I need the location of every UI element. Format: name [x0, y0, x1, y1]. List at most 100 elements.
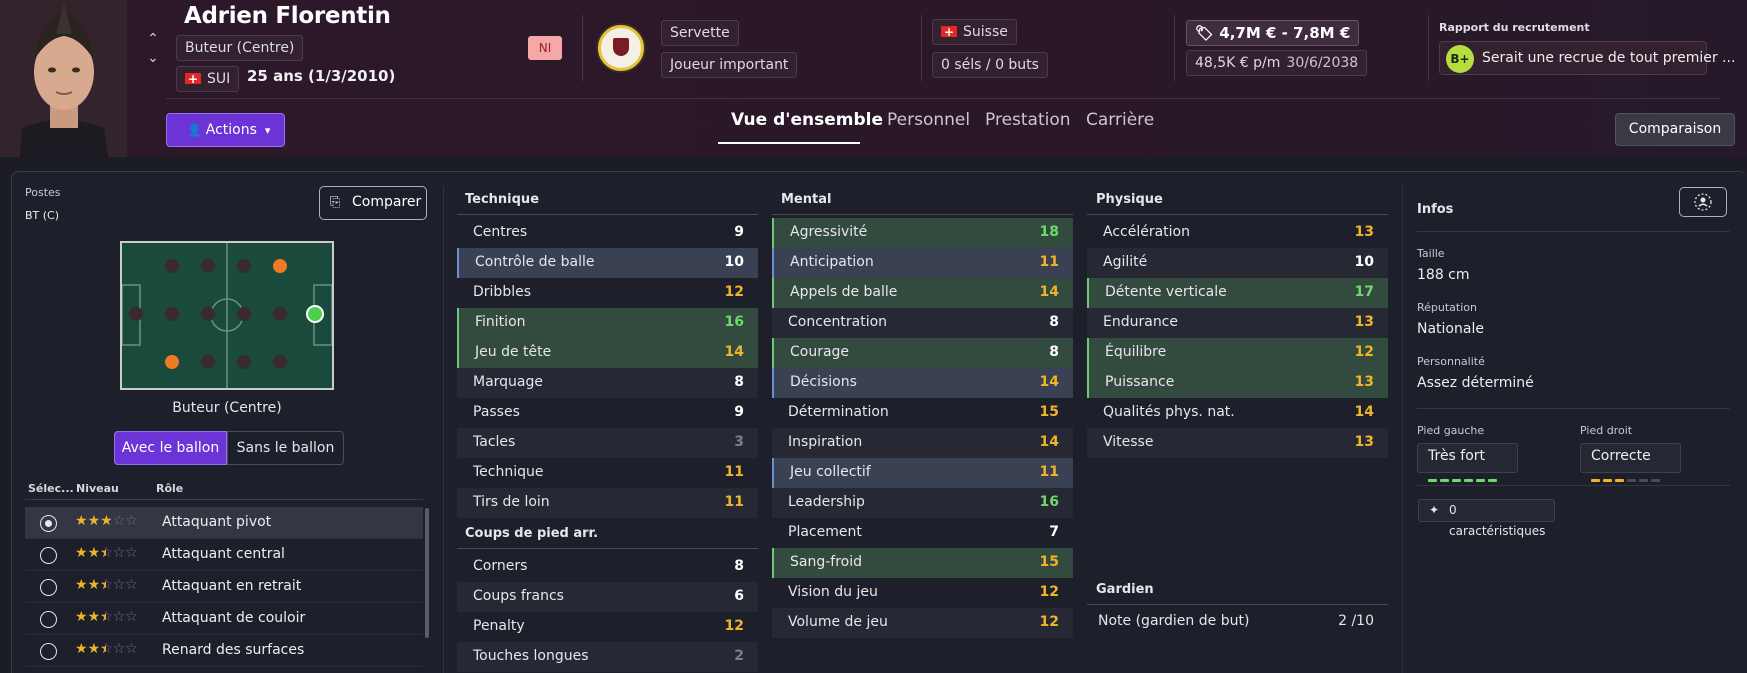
position-pitch: [120, 241, 334, 390]
attribute-row[interactable]: Volume de jeu 12: [772, 608, 1073, 638]
attribute-row[interactable]: Vitesse 13: [1087, 428, 1388, 458]
position-dot[interactable]: [237, 259, 251, 273]
role-radio[interactable]: [40, 611, 57, 628]
attribute-row[interactable]: Coups francs 6: [457, 582, 758, 612]
attribute-row[interactable]: Endurance 13: [1087, 308, 1388, 338]
attribute-row[interactable]: Inspiration 14: [772, 428, 1073, 458]
attribute-row[interactable]: Décisions 14: [772, 368, 1073, 398]
header-divider: [1428, 15, 1429, 81]
club-logo-icon[interactable]: [598, 25, 644, 71]
column-header-level[interactable]: Niveau: [76, 482, 119, 495]
person-details-button[interactable]: [1679, 187, 1727, 217]
position-dot[interactable]: [273, 307, 287, 321]
attribute-row[interactable]: Jeu de tête 14: [457, 338, 758, 368]
attribute-row[interactable]: Touches longues 2: [457, 642, 758, 672]
physical-title: Physique: [1096, 192, 1163, 207]
scout-report-box[interactable]: B+ Serait une recrue de tout premier ...: [1439, 41, 1735, 75]
column-header-role[interactable]: Rôle: [156, 482, 184, 495]
position-dot[interactable]: [129, 307, 143, 321]
attribute-row[interactable]: Tirs de loin 11: [457, 488, 758, 518]
nationality-chip[interactable]: SUI: [176, 66, 240, 92]
attribute-row[interactable]: Sang-froid 15: [772, 548, 1073, 578]
attribute-row[interactable]: Jeu collectif 11: [772, 458, 1073, 488]
attribute-row[interactable]: Équilibre 12: [1087, 338, 1388, 368]
attribute-row[interactable]: Technique 11: [457, 458, 758, 488]
position-dot[interactable]: [201, 307, 215, 321]
position-dot[interactable]: [237, 355, 251, 369]
attribute-row[interactable]: Agilité 10: [1087, 248, 1388, 278]
role-row[interactable]: ★★★☆☆ Attaquant pivot: [25, 507, 423, 539]
attribute-row[interactable]: Placement 7: [772, 518, 1073, 548]
position-dot-competent[interactable]: [165, 355, 179, 369]
comparison-button[interactable]: Comparaison: [1615, 113, 1735, 146]
role-radio[interactable]: [40, 515, 57, 532]
nation-chip[interactable]: Suisse: [932, 19, 1017, 45]
section-line: [457, 214, 758, 215]
role-row[interactable]: ★★☆★☆☆ Attaquant de couloir: [25, 603, 423, 635]
attribute-row[interactable]: Agressivité 18: [772, 218, 1073, 248]
goalkeeper-rating-value: 2 /10: [1338, 613, 1374, 629]
role-row[interactable]: ★★☆★☆☆ Renard des surfaces: [25, 635, 423, 667]
role-radio[interactable]: [40, 547, 57, 564]
attribute-row[interactable]: Concentration 8: [772, 308, 1073, 338]
foot-level-segment: [1603, 479, 1612, 482]
attribute-row[interactable]: Appels de balle 14: [772, 278, 1073, 308]
attribute-row[interactable]: Vision du jeu 12: [772, 578, 1073, 608]
role-row[interactable]: ★★☆★☆☆ Attaquant en retrait: [25, 571, 423, 603]
attribute-row[interactable]: Corners 8: [457, 552, 758, 582]
active-tab-indicator: [718, 142, 860, 144]
position-dot[interactable]: [201, 355, 215, 369]
attribute-row[interactable]: Anticipation 11: [772, 248, 1073, 278]
attribute-row[interactable]: Puissance 13: [1087, 368, 1388, 398]
position-chip[interactable]: Buteur (Centre): [176, 35, 304, 61]
with-ball-toggle[interactable]: Avec le ballon: [114, 431, 227, 465]
header-divider-line: [166, 98, 1720, 99]
role-row[interactable]: ★★☆★☆☆ Attaquant central: [25, 539, 423, 571]
role-stars: ★★★☆☆: [75, 513, 138, 529]
next-player-icon[interactable]: ⌄: [147, 50, 159, 66]
attribute-row[interactable]: Qualités phys. nat. 14: [1087, 398, 1388, 428]
actions-button[interactable]: 👤 Actions ▾: [166, 113, 285, 147]
attribute-row[interactable]: Marquage 8: [457, 368, 758, 398]
column-header-select[interactable]: Sélec...: [28, 482, 74, 495]
value-range: 4,7M € - 7,8M €: [1219, 24, 1351, 42]
position-dot[interactable]: [201, 259, 215, 273]
value-chip[interactable]: 🏷 4,7M € - 7,8M €: [1186, 20, 1360, 46]
roles-scrollbar[interactable]: [425, 508, 429, 638]
attribute-row[interactable]: Penalty 12: [457, 612, 758, 642]
position-dot-competent[interactable]: [273, 259, 287, 273]
role-name: Attaquant central: [162, 546, 285, 562]
attribute-row[interactable]: Passes 9: [457, 398, 758, 428]
tab-personal[interactable]: Personnel: [887, 110, 971, 130]
attribute-row[interactable]: Détermination 15: [772, 398, 1073, 428]
section-line: [1417, 485, 1730, 486]
tab-overview[interactable]: Vue d'ensemble: [731, 110, 883, 130]
attribute-row[interactable]: Tacles 3: [457, 428, 758, 458]
tab-career[interactable]: Carrière: [1086, 110, 1155, 130]
attribute-row[interactable]: Centres 9: [457, 218, 758, 248]
attribute-row[interactable]: Finition 16: [457, 308, 758, 338]
role-radio[interactable]: [40, 643, 57, 660]
club-chip[interactable]: Servette: [661, 20, 739, 46]
column-divider: [1402, 186, 1403, 673]
position-dot[interactable]: [165, 259, 179, 273]
previous-player-icon[interactable]: ⌃: [147, 31, 159, 47]
attribute-row[interactable]: Leadership 16: [772, 488, 1073, 518]
tab-performance[interactable]: Prestation: [985, 110, 1071, 130]
attribute-name: Équilibre: [1105, 344, 1167, 360]
attribute-row[interactable]: Dribbles 12: [457, 278, 758, 308]
role-radio[interactable]: [40, 579, 57, 596]
position-dot[interactable]: [165, 307, 179, 321]
position-dot[interactable]: [273, 355, 287, 369]
position-dot[interactable]: [237, 307, 251, 321]
attribute-row[interactable]: Accélération 13: [1087, 218, 1388, 248]
attribute-row[interactable]: Courage 8: [772, 338, 1073, 368]
without-ball-toggle[interactable]: Sans le ballon: [227, 431, 344, 465]
attribute-row[interactable]: Détente verticale 17: [1087, 278, 1388, 308]
traits-chip[interactable]: ✦ 0 caractéristiques: [1418, 499, 1555, 538]
compare-positions-button[interactable]: ⎘ Comparer: [319, 186, 427, 220]
position-dot-natural[interactable]: [306, 305, 324, 323]
attribute-name: Anticipation: [790, 254, 874, 270]
attribute-row[interactable]: Contrôle de balle 10: [457, 248, 758, 278]
attribute-name: Appels de balle: [790, 284, 898, 300]
